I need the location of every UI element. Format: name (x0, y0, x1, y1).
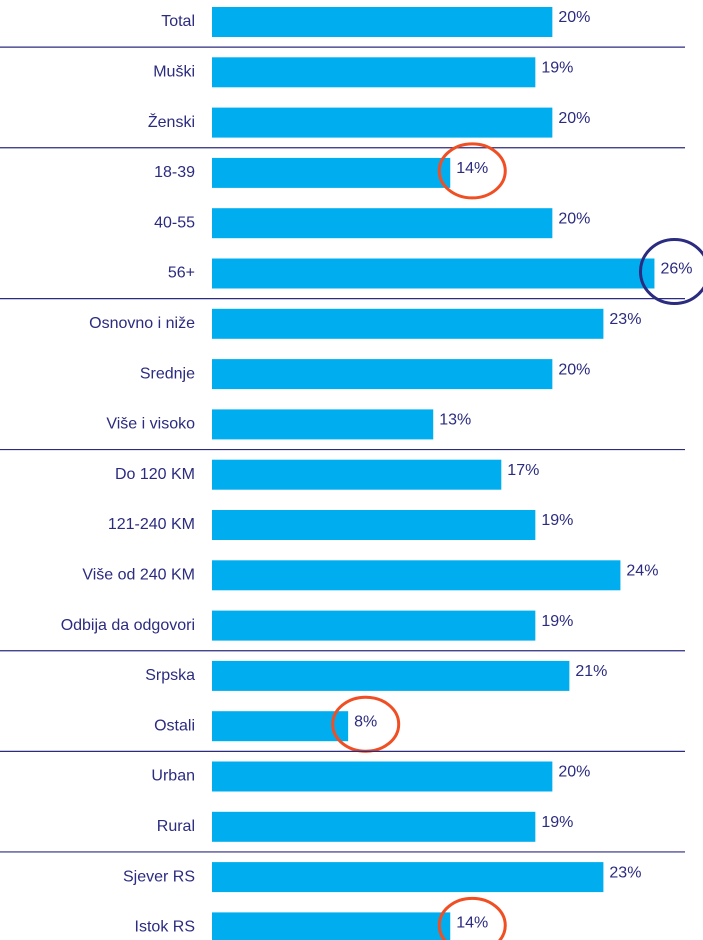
category-label: Osnovno i niže (89, 315, 195, 332)
bar (212, 7, 553, 37)
bar (212, 660, 570, 691)
value-label: 23% (609, 864, 641, 881)
bar (212, 610, 536, 641)
category-label: 18-39 (154, 164, 195, 181)
highlight-circle (638, 238, 703, 305)
category-label: Ostali (154, 717, 195, 734)
highlight-circle (437, 896, 507, 940)
bar (212, 811, 536, 842)
value-label: 24% (626, 563, 658, 580)
value-label: 17% (507, 462, 539, 479)
category-label: Odbija da odgovori (61, 617, 195, 634)
bar (212, 107, 553, 138)
value-label: 26% (660, 261, 692, 278)
bar (212, 711, 349, 742)
category-label: 40-55 (154, 214, 195, 231)
value-label: 8% (354, 713, 377, 730)
category-label: Srednje (140, 365, 195, 382)
category-label: Rural (157, 818, 195, 835)
bar (212, 208, 553, 239)
value-label: 23% (609, 311, 641, 328)
value-label: 20% (558, 764, 590, 781)
value-label: 21% (575, 663, 607, 680)
value-label: 14% (456, 915, 488, 932)
value-label: 19% (541, 814, 573, 831)
bar (212, 409, 434, 440)
value-label: 20% (558, 110, 590, 127)
value-label: 20% (558, 361, 590, 378)
value-label: 14% (456, 160, 488, 177)
value-label: 13% (439, 412, 471, 429)
bar (212, 157, 451, 188)
category-label: Istok RS (135, 919, 195, 936)
category-label: Više i visoko (106, 416, 195, 433)
category-label: Total (161, 13, 195, 30)
bar (212, 359, 553, 390)
category-label: Do 120 KM (115, 466, 195, 483)
category-label: Više od 240 KM (82, 567, 195, 584)
value-label: 19% (541, 613, 573, 630)
category-label: Sjever RS (123, 868, 195, 885)
category-label: 56+ (168, 265, 195, 282)
bar (212, 862, 604, 893)
value-label: 20% (558, 9, 590, 26)
category-label: Urban (151, 768, 195, 785)
value-label: 20% (558, 210, 590, 227)
category-label: Srpska (145, 667, 195, 684)
category-label: Ženski (148, 112, 195, 131)
highlight-circle (437, 142, 507, 200)
bar (212, 560, 621, 591)
bar (212, 308, 604, 339)
bar (212, 510, 536, 540)
bar (212, 459, 502, 490)
bar (212, 258, 655, 289)
category-label: Muški (153, 64, 195, 81)
bar (212, 912, 451, 940)
value-label: 19% (541, 60, 573, 77)
category-label: 121-240 KM (108, 516, 195, 533)
bar (212, 57, 536, 88)
bar (212, 761, 553, 792)
value-label: 19% (541, 512, 573, 529)
